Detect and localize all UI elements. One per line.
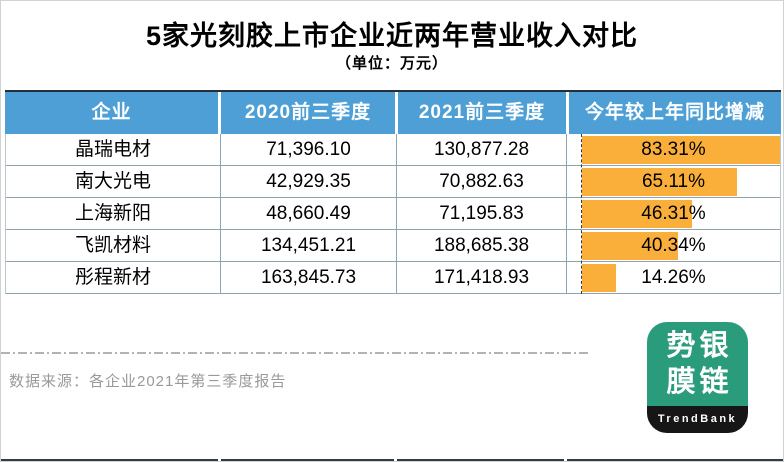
- table-row: 上海新阳 48,660.49 71,195.83 46.31%: [6, 198, 780, 230]
- growth-bar: [582, 264, 616, 292]
- table-row: 南大光电 42,929.35 70,882.63 65.11%: [6, 166, 780, 198]
- growth-bar: [582, 232, 678, 260]
- value-2021-cell: 188,685.38: [396, 230, 566, 261]
- data-source-text: 数据来源：各企业2021年第三季度报告: [9, 373, 287, 390]
- company-cell: 晶瑞电材: [74, 139, 151, 160]
- header-company: 企业: [5, 92, 218, 134]
- value-2021-cell: 130,877.28: [396, 134, 566, 165]
- revenue-comparison-table: 企业 2020前三季度 2021前三季度 今年较上年同比增减 晶瑞电材 71,3…: [5, 90, 781, 294]
- company-cell: 彤程新材: [74, 267, 151, 288]
- growth-label: 46.31%: [641, 203, 706, 224]
- header-yoy-growth: 今年较上年同比增减: [569, 92, 781, 134]
- header-2020-q3: 2020前三季度: [221, 92, 395, 134]
- table-row: 晶瑞电材 71,396.10 130,877.28 83.31%: [6, 134, 780, 166]
- growth-cell: 83.31%: [566, 134, 780, 165]
- header-2021-q3: 2021前三季度: [398, 92, 566, 134]
- value-2020-cell: 163,845.73: [220, 262, 396, 293]
- growth-label: 65.11%: [641, 171, 706, 192]
- trendbank-logo-mark: 势银 膜链: [647, 322, 748, 406]
- unit-subtitle: （单位：万元）: [335, 55, 448, 72]
- trendbank-logo-caption: TrendBank: [647, 406, 748, 433]
- company-cell: 飞凯材料: [74, 235, 151, 256]
- bar-baseline-dashed-line: [581, 134, 582, 294]
- growth-cell: 46.31%: [566, 198, 780, 229]
- value-2021-cell: 171,418.93: [396, 262, 566, 293]
- footer-divider-dashdot-line: [1, 352, 589, 354]
- page-title: 5家光刻胶上市企业近两年营业收入对比: [145, 21, 638, 51]
- logo-line2: 膜链: [666, 366, 733, 398]
- growth-label: 83.31%: [641, 139, 706, 160]
- growth-label: 40.34%: [641, 235, 706, 256]
- value-2020-cell: 134,451.21: [220, 230, 396, 261]
- value-2020-cell: 48,660.49: [220, 198, 396, 229]
- bottom-edge-table-border: [1, 459, 783, 461]
- table-row: 彤程新材 163,845.73 171,418.93 14.26%: [6, 262, 780, 294]
- growth-bar: [582, 200, 692, 228]
- value-2021-cell: 71,195.83: [396, 198, 566, 229]
- table-header-row: 企业 2020前三季度 2021前三季度 今年较上年同比增减: [5, 92, 781, 134]
- growth-cell: 65.11%: [566, 166, 780, 197]
- company-cell: 上海新阳: [74, 203, 151, 224]
- growth-cell: 40.34%: [566, 230, 780, 261]
- growth-bar: [582, 168, 737, 196]
- growth-label: 14.26%: [641, 267, 706, 288]
- trendbank-logo: 势银 膜链 TrendBank: [647, 322, 748, 433]
- growth-bar: [582, 136, 780, 164]
- table-top-border: [5, 90, 781, 92]
- company-cell: 南大光电: [74, 171, 151, 192]
- value-2020-cell: 42,929.35: [220, 166, 396, 197]
- value-2020-cell: 71,396.10: [220, 134, 396, 165]
- logo-line1: 势银: [666, 330, 733, 362]
- growth-cell: 14.26%: [566, 262, 780, 293]
- value-2021-cell: 70,882.63: [396, 166, 566, 197]
- table-body: 晶瑞电材 71,396.10 130,877.28 83.31% 南大光电 42…: [5, 134, 781, 294]
- table-row: 飞凯材料 134,451.21 188,685.38 40.34%: [6, 230, 780, 262]
